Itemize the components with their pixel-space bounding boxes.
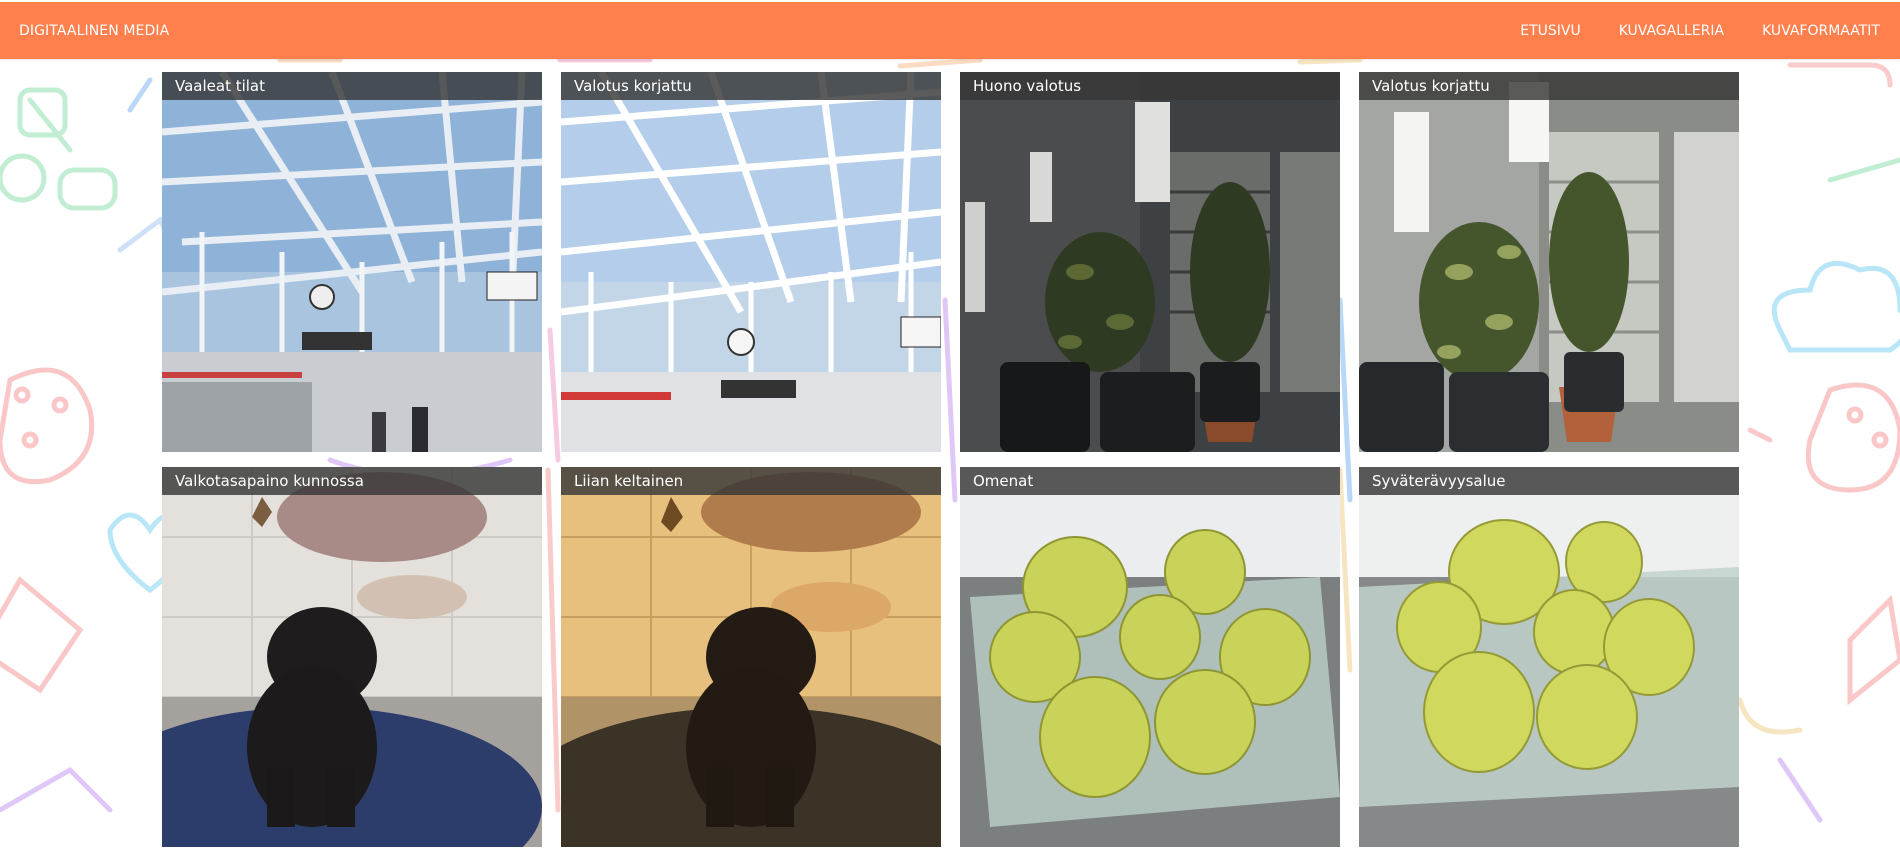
main-nav: ETUSIVU KUVAGALLERIA KUVAFORMAATIT — [1482, 23, 1880, 39]
palette-right-icon — [1805, 382, 1900, 493]
gallery-card[interactable]: Syväterävyysalue — [1359, 467, 1739, 847]
photo-pug-on-rug-yellow — [561, 467, 941, 847]
card-caption: Huono valotus — [960, 72, 1340, 100]
pencil-icon — [17, 87, 68, 138]
card-caption: Valotus korjattu — [1359, 72, 1739, 100]
cloud-icon — [1771, 260, 1900, 353]
palette-icon — [0, 367, 95, 485]
gallery-card[interactable]: Omenat — [960, 467, 1340, 847]
nav-link-kuvaformaatit[interactable]: KUVAFORMAATIT — [1762, 22, 1880, 39]
card-caption: Omenat — [960, 467, 1340, 495]
gallery-card[interactable]: Huono valotus — [960, 72, 1340, 452]
gallery-card[interactable]: Vaaleat tilat — [162, 72, 542, 452]
gallery-card[interactable]: Valkotasapaino kunnossa — [162, 467, 542, 847]
pen-icon — [1827, 157, 1900, 183]
card-caption: Vaaleat tilat — [162, 72, 542, 100]
gallery-card[interactable]: Valotus korjattu — [561, 72, 941, 452]
flask-icon — [0, 576, 84, 694]
nav-link-etusivu[interactable]: ETUSIVU — [1520, 22, 1581, 39]
card-caption: Valotus korjattu — [561, 72, 941, 100]
brush-icon — [0, 766, 113, 813]
card-caption: Syväterävyysalue — [1359, 467, 1739, 495]
nav-link-kuvagalleria[interactable]: KUVAGALLERIA — [1618, 22, 1725, 39]
top-navbar: DIGITAALINEN MEDIA ETUSIVU KUVAGALLERIA … — [0, 2, 1900, 59]
card-caption: Liian keltainen — [561, 467, 941, 495]
gallery-card[interactable]: Liian keltainen — [561, 467, 941, 847]
clip-icon — [1787, 62, 1893, 88]
photo-indoor-plants-dark — [960, 72, 1340, 452]
gallery-card[interactable]: Valotus korjattu — [1359, 72, 1739, 452]
photo-apples-depth-of-field — [1359, 467, 1739, 847]
photo-apples-on-glass-plate — [960, 467, 1340, 847]
scissors-icon — [0, 97, 118, 211]
card-caption: Valkotasapaino kunnossa — [162, 467, 542, 495]
photo-pug-on-rug — [162, 467, 542, 847]
photo-indoor-plants-corrected — [1359, 72, 1739, 452]
brand-link[interactable]: DIGITAALINEN MEDIA — [19, 22, 170, 39]
photo-glass-roof-station — [162, 72, 542, 452]
photo-glass-roof-station-corrected — [561, 72, 941, 452]
flask-right-icon — [1847, 594, 1900, 706]
